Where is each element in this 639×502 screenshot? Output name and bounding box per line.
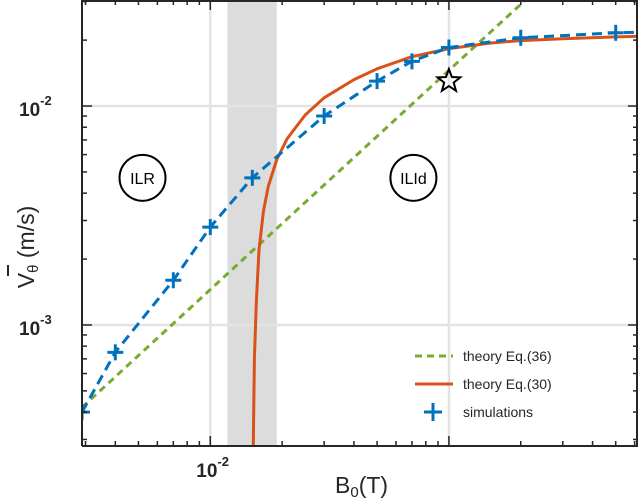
simulation-point <box>244 169 261 186</box>
series-layer <box>82 0 638 446</box>
simulation-point <box>440 39 457 56</box>
series-simulations-line <box>82 30 638 413</box>
region-label-ilid-circle <box>389 153 438 202</box>
region-label-ilid-text: ILId <box>400 171 427 188</box>
y-tick-label: 10-3 <box>19 312 52 340</box>
simulation-point <box>82 404 90 421</box>
series-theory-30-line <box>251 34 638 446</box>
legend-swatch-simulations <box>424 403 442 421</box>
simulation-point <box>403 53 420 70</box>
region-label-ilr-text: ILR <box>130 171 155 188</box>
shaded-band-layer <box>227 0 277 446</box>
legend-label-theory-30: theory Eq.(30) <box>463 376 552 392</box>
grid-layer <box>82 0 638 446</box>
region-label-ilr-circle <box>118 153 167 202</box>
simulation-point <box>202 219 219 236</box>
legend-label-simulations: simulations <box>463 404 533 420</box>
simulation-point <box>316 108 333 125</box>
simulation-point <box>107 344 124 361</box>
legend-label-theory-36: theory Eq.(36) <box>463 348 552 364</box>
y-axis-label-main: V <box>13 272 39 288</box>
simulation-point <box>165 272 182 289</box>
star-marker <box>434 66 464 94</box>
region-label-ilid: ILId <box>389 153 438 202</box>
y-axis-label: Vθ (m/s) <box>13 206 42 288</box>
region-label-ilr: ILR <box>118 153 167 202</box>
x-axis-label: B0(T) <box>335 472 388 501</box>
legend: theory Eq.(36) theory Eq.(30) simulation… <box>415 348 552 421</box>
shaded-band <box>227 0 277 446</box>
series-theory-36-line <box>82 0 528 409</box>
simulation-point <box>369 73 386 90</box>
simulation-point <box>607 24 624 41</box>
axes-layer: 10-210010-310-2 <box>19 0 638 482</box>
x-tick-label: 10-2 <box>196 454 229 482</box>
y-tick-label: 10-2 <box>19 93 52 121</box>
simulation-point <box>512 29 529 46</box>
annotation-layer: ILR ILId <box>118 66 464 202</box>
